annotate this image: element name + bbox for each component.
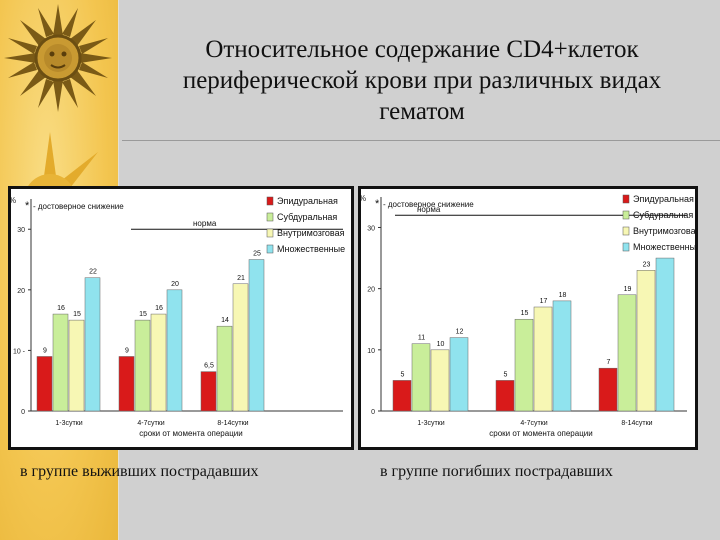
title-line-2: периферической крови при различных видах — [182, 67, 662, 94]
bar-intracerebral — [232, 283, 249, 412]
bar-value-label: 15 — [521, 310, 529, 317]
caption-deceased: в группе погибших пострадавших — [380, 463, 613, 480]
bar-intracerebral — [636, 270, 656, 412]
norm-label: норма — [417, 205, 441, 214]
bar-value-label: 15 — [73, 311, 81, 318]
chart-panel-survivors: % 0 10 - 20 30 норма *- достоверное снижение 9 1… — [8, 186, 354, 450]
bar-value-label: 11 — [418, 335, 425, 342]
y-tick-label: 0 — [21, 409, 25, 416]
legend-label-subdural: Субдуральная — [633, 210, 693, 220]
significance-note: - достоверное снижение — [383, 200, 474, 209]
title-line-1: Относительное содержание CD4+клеток — [205, 36, 639, 63]
bar-value-label: 6,5 — [204, 363, 214, 370]
y-tick-label: 20 — [367, 287, 375, 294]
bar-value-label: 23 — [643, 261, 651, 268]
bar-subdural — [52, 313, 69, 412]
bar-value-label: 25 — [253, 251, 261, 258]
legend-swatch-multiple — [622, 242, 630, 252]
legend-label-epidural: Эпидуральная — [633, 194, 694, 204]
bar-value-label: 17 — [540, 298, 548, 305]
title-line-3: гематом — [379, 98, 465, 125]
x-axis-title: сроки от момента операции — [489, 429, 592, 438]
y-tick-label: 30 — [17, 227, 25, 234]
bar-subdural — [411, 343, 431, 412]
bar-intracerebral — [68, 319, 85, 412]
bar-subdural — [514, 318, 534, 412]
legend-swatch-intracerebral — [622, 226, 630, 236]
y-tick-label: 10 — [367, 348, 375, 355]
chart-panel-deceased: % 0 10 20 30 норма *- достоверное снижение 5 11 1… — [358, 186, 701, 450]
significance-mark-legend: * — [25, 200, 30, 212]
bar-value-label: 19 — [624, 286, 632, 293]
y-tick-label: 0 — [371, 409, 375, 416]
bar-epidural — [118, 356, 135, 412]
bar-value-label: 16 — [155, 305, 163, 312]
bar-value-label: 9 — [43, 347, 47, 354]
bar-epidural — [392, 380, 412, 412]
bar-multiple — [84, 277, 101, 412]
significance-note: - достоверное снижение — [33, 202, 124, 211]
bar-multiple — [166, 289, 183, 412]
legend-label-subdural: Субдуральная — [277, 212, 337, 222]
page-title: Относительное содержание CD4+клеток периф… — [124, 34, 720, 127]
legend-label-multiple: Множественные — [277, 244, 345, 254]
bar-multiple — [248, 259, 265, 412]
x-tick-label: 1-3сутки — [417, 420, 444, 427]
bar-epidural — [598, 367, 618, 412]
y-tick-label: 30 — [367, 225, 375, 232]
bar-epidural — [200, 371, 217, 412]
legend-label-intracerebral: Внутримозговая — [277, 228, 345, 238]
bar-value-label: 12 — [456, 329, 464, 336]
legend-swatch-epidural — [266, 196, 274, 206]
sun-logo-icon — [4, 4, 112, 112]
x-tick-label: 4-7сутки — [137, 420, 164, 427]
significance-mark-legend: * — [375, 198, 380, 210]
bar-value-label: 7 — [607, 359, 611, 366]
bar-epidural — [36, 356, 53, 412]
bar-intracerebral — [150, 313, 167, 412]
bar-value-label: 5 — [401, 371, 405, 378]
legend-swatch-subdural — [266, 212, 274, 222]
axis-unit-label: % — [361, 194, 366, 203]
legend-label-epidural: Эпидуральная — [277, 196, 338, 206]
caption-survivors: в группе выживших пострадавших — [20, 463, 259, 480]
x-axis-title: сроки от момента операции — [139, 429, 242, 438]
bar-subdural — [134, 319, 151, 412]
title-divider — [122, 140, 720, 141]
bar-value-label: 10 — [437, 341, 445, 348]
bar-epidural — [495, 380, 515, 412]
bar-multiple — [449, 337, 469, 412]
chart-deceased: % 0 10 20 30 норма *- достоверное снижение 5 11 1… — [359, 194, 701, 438]
bar-value-label: 5 — [504, 371, 508, 378]
bar-intracerebral — [430, 349, 450, 412]
bar-value-label: 21 — [237, 275, 245, 282]
bar-subdural — [617, 294, 637, 412]
bar-subdural — [216, 325, 233, 412]
bar-value-label: 16 — [57, 305, 65, 312]
y-tick-label: 10 - — [13, 348, 26, 355]
legend-swatch-multiple — [266, 244, 274, 254]
legend-swatch-subdural — [622, 210, 630, 220]
bar-value-label: 15 — [139, 311, 147, 318]
bar-value-label: 22 — [89, 269, 97, 276]
bar-value-label: 9 — [125, 347, 129, 354]
x-tick-label: 8-14сутки — [217, 420, 248, 427]
bar-multiple — [655, 257, 675, 412]
legend-swatch-intracerebral — [266, 228, 274, 238]
norm-label: норма — [193, 219, 217, 228]
legend-label-intracerebral: Внутримозговая — [633, 226, 695, 236]
bar-value-label: 18 — [559, 292, 567, 299]
x-tick-label: 4-7сутки — [520, 420, 547, 427]
x-tick-label: 1-3сутки — [55, 420, 82, 427]
bar-intracerebral — [533, 306, 553, 412]
y-tick-label: 20 — [17, 288, 25, 295]
legend-label-multiple: Множественные — [633, 242, 695, 252]
bar-value-label: 14 — [221, 317, 229, 324]
x-tick-label: 8-14сутки — [621, 420, 652, 427]
bar-multiple — [552, 300, 572, 412]
bar-value-label: 20 — [171, 281, 179, 288]
chart-survivors: % 0 10 - 20 30 норма *- достоверное снижение 9 1… — [9, 196, 345, 438]
axis-unit-label: % — [11, 196, 16, 205]
legend-swatch-epidural — [622, 194, 630, 204]
